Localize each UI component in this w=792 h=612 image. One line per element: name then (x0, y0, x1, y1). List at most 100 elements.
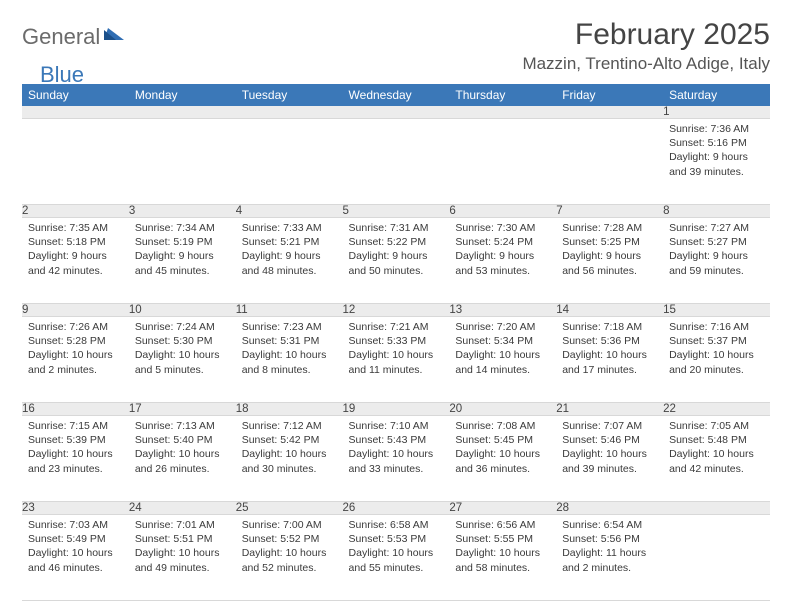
day-number-cell: 25 (236, 502, 343, 515)
day-cell-body: Sunrise: 6:54 AMSunset: 5:56 PMDaylight:… (556, 515, 663, 579)
day-number-cell: 1 (663, 106, 770, 119)
flag-icon (104, 24, 126, 47)
day-number-cell: 14 (556, 304, 663, 317)
day-cell: Sunrise: 7:26 AMSunset: 5:28 PMDaylight:… (22, 317, 129, 403)
sunset-line: Sunset: 5:34 PM (455, 334, 550, 348)
day-cell-body: Sunrise: 7:20 AMSunset: 5:34 PMDaylight:… (449, 317, 556, 381)
day-cell: Sunrise: 7:12 AMSunset: 5:42 PMDaylight:… (236, 416, 343, 502)
day-cell: Sunrise: 7:31 AMSunset: 5:22 PMDaylight:… (343, 218, 450, 304)
daylight-line: Daylight: 10 hours and 30 minutes. (242, 447, 337, 475)
sunrise-line: Sunrise: 7:03 AM (28, 518, 123, 532)
day-cell: Sunrise: 7:01 AMSunset: 5:51 PMDaylight:… (129, 515, 236, 601)
weekday-header: Thursday (449, 84, 556, 106)
sunset-line: Sunset: 5:52 PM (242, 532, 337, 546)
day-cell: Sunrise: 6:54 AMSunset: 5:56 PMDaylight:… (556, 515, 663, 601)
sunset-line: Sunset: 5:25 PM (562, 235, 657, 249)
day-number-cell: 27 (449, 502, 556, 515)
day-cell-body: Sunrise: 7:27 AMSunset: 5:27 PMDaylight:… (663, 218, 770, 282)
sunrise-line: Sunrise: 7:10 AM (349, 419, 444, 433)
day-body-row: Sunrise: 7:15 AMSunset: 5:39 PMDaylight:… (22, 416, 770, 502)
sunset-line: Sunset: 5:28 PM (28, 334, 123, 348)
sunrise-line: Sunrise: 7:12 AM (242, 419, 337, 433)
sunrise-line: Sunrise: 6:56 AM (455, 518, 550, 532)
day-cell: Sunrise: 7:21 AMSunset: 5:33 PMDaylight:… (343, 317, 450, 403)
sunrise-line: Sunrise: 7:16 AM (669, 320, 764, 334)
day-cell: Sunrise: 7:08 AMSunset: 5:45 PMDaylight:… (449, 416, 556, 502)
day-cell-body: Sunrise: 6:58 AMSunset: 5:53 PMDaylight:… (343, 515, 450, 579)
day-number-cell: 3 (129, 205, 236, 218)
sunset-line: Sunset: 5:36 PM (562, 334, 657, 348)
day-number-cell: 9 (22, 304, 129, 317)
day-cell: Sunrise: 7:28 AMSunset: 5:25 PMDaylight:… (556, 218, 663, 304)
day-number-cell: 21 (556, 403, 663, 416)
day-number-cell (663, 502, 770, 515)
weekday-header: Monday (129, 84, 236, 106)
day-cell: Sunrise: 7:36 AMSunset: 5:16 PMDaylight:… (663, 119, 770, 205)
weekday-header: Saturday (663, 84, 770, 106)
sunrise-line: Sunrise: 7:34 AM (135, 221, 230, 235)
day-cell-body: Sunrise: 7:12 AMSunset: 5:42 PMDaylight:… (236, 416, 343, 480)
sunset-line: Sunset: 5:40 PM (135, 433, 230, 447)
day-number-cell: 20 (449, 403, 556, 416)
sunset-line: Sunset: 5:24 PM (455, 235, 550, 249)
daylight-line: Daylight: 9 hours and 42 minutes. (28, 249, 123, 277)
day-cell: Sunrise: 7:24 AMSunset: 5:30 PMDaylight:… (129, 317, 236, 403)
day-cell (236, 119, 343, 205)
day-number-cell (556, 106, 663, 119)
sunset-line: Sunset: 5:33 PM (349, 334, 444, 348)
sunrise-line: Sunrise: 7:27 AM (669, 221, 764, 235)
day-cell-body: Sunrise: 7:10 AMSunset: 5:43 PMDaylight:… (343, 416, 450, 480)
daylight-line: Daylight: 10 hours and 5 minutes. (135, 348, 230, 376)
sunrise-line: Sunrise: 7:20 AM (455, 320, 550, 334)
day-cell: Sunrise: 7:30 AMSunset: 5:24 PMDaylight:… (449, 218, 556, 304)
day-number-cell: 15 (663, 304, 770, 317)
daylight-line: Daylight: 10 hours and 2 minutes. (28, 348, 123, 376)
day-number-row: 1 (22, 106, 770, 119)
day-number-cell: 19 (343, 403, 450, 416)
day-cell: Sunrise: 7:35 AMSunset: 5:18 PMDaylight:… (22, 218, 129, 304)
day-number-row: 232425262728 (22, 502, 770, 515)
daylight-line: Daylight: 10 hours and 26 minutes. (135, 447, 230, 475)
title-block: February 2025 Mazzin, Trentino-Alto Adig… (522, 18, 770, 74)
day-cell: Sunrise: 7:16 AMSunset: 5:37 PMDaylight:… (663, 317, 770, 403)
day-number-cell: 5 (343, 205, 450, 218)
weekday-header-row: Sunday Monday Tuesday Wednesday Thursday… (22, 84, 770, 106)
daylight-line: Daylight: 10 hours and 52 minutes. (242, 546, 337, 574)
day-cell (22, 119, 129, 205)
sunrise-line: Sunrise: 6:58 AM (349, 518, 444, 532)
sunrise-line: Sunrise: 7:00 AM (242, 518, 337, 532)
daylight-line: Daylight: 9 hours and 53 minutes. (455, 249, 550, 277)
sunrise-line: Sunrise: 7:33 AM (242, 221, 337, 235)
daylight-line: Daylight: 10 hours and 39 minutes. (562, 447, 657, 475)
day-number-cell: 22 (663, 403, 770, 416)
day-cell-body: Sunrise: 7:05 AMSunset: 5:48 PMDaylight:… (663, 416, 770, 480)
daylight-line: Daylight: 10 hours and 20 minutes. (669, 348, 764, 376)
weekday-header: Wednesday (343, 84, 450, 106)
daylight-line: Daylight: 10 hours and 23 minutes. (28, 447, 123, 475)
daylight-line: Daylight: 10 hours and 46 minutes. (28, 546, 123, 574)
day-cell-body: Sunrise: 7:16 AMSunset: 5:37 PMDaylight:… (663, 317, 770, 381)
month-title: February 2025 (522, 18, 770, 52)
day-cell-body: Sunrise: 7:35 AMSunset: 5:18 PMDaylight:… (22, 218, 129, 282)
day-number-cell (449, 106, 556, 119)
day-cell-body: Sunrise: 7:24 AMSunset: 5:30 PMDaylight:… (129, 317, 236, 381)
day-cell-body: Sunrise: 7:21 AMSunset: 5:33 PMDaylight:… (343, 317, 450, 381)
sunrise-line: Sunrise: 7:35 AM (28, 221, 123, 235)
day-cell (449, 119, 556, 205)
daylight-line: Daylight: 10 hours and 49 minutes. (135, 546, 230, 574)
day-cell-body: Sunrise: 7:15 AMSunset: 5:39 PMDaylight:… (22, 416, 129, 480)
day-cell-body: Sunrise: 7:07 AMSunset: 5:46 PMDaylight:… (556, 416, 663, 480)
daylight-line: Daylight: 9 hours and 48 minutes. (242, 249, 337, 277)
day-cell: Sunrise: 7:00 AMSunset: 5:52 PMDaylight:… (236, 515, 343, 601)
weekday-header: Friday (556, 84, 663, 106)
day-cell-body: Sunrise: 7:18 AMSunset: 5:36 PMDaylight:… (556, 317, 663, 381)
day-number-cell: 12 (343, 304, 450, 317)
day-number-cell: 26 (343, 502, 450, 515)
sunset-line: Sunset: 5:42 PM (242, 433, 337, 447)
sunset-line: Sunset: 5:30 PM (135, 334, 230, 348)
day-number-row: 2345678 (22, 205, 770, 218)
sunrise-line: Sunrise: 7:21 AM (349, 320, 444, 334)
day-cell-body: Sunrise: 7:03 AMSunset: 5:49 PMDaylight:… (22, 515, 129, 579)
day-cell-body: Sunrise: 6:56 AMSunset: 5:55 PMDaylight:… (449, 515, 556, 579)
day-cell: Sunrise: 7:05 AMSunset: 5:48 PMDaylight:… (663, 416, 770, 502)
